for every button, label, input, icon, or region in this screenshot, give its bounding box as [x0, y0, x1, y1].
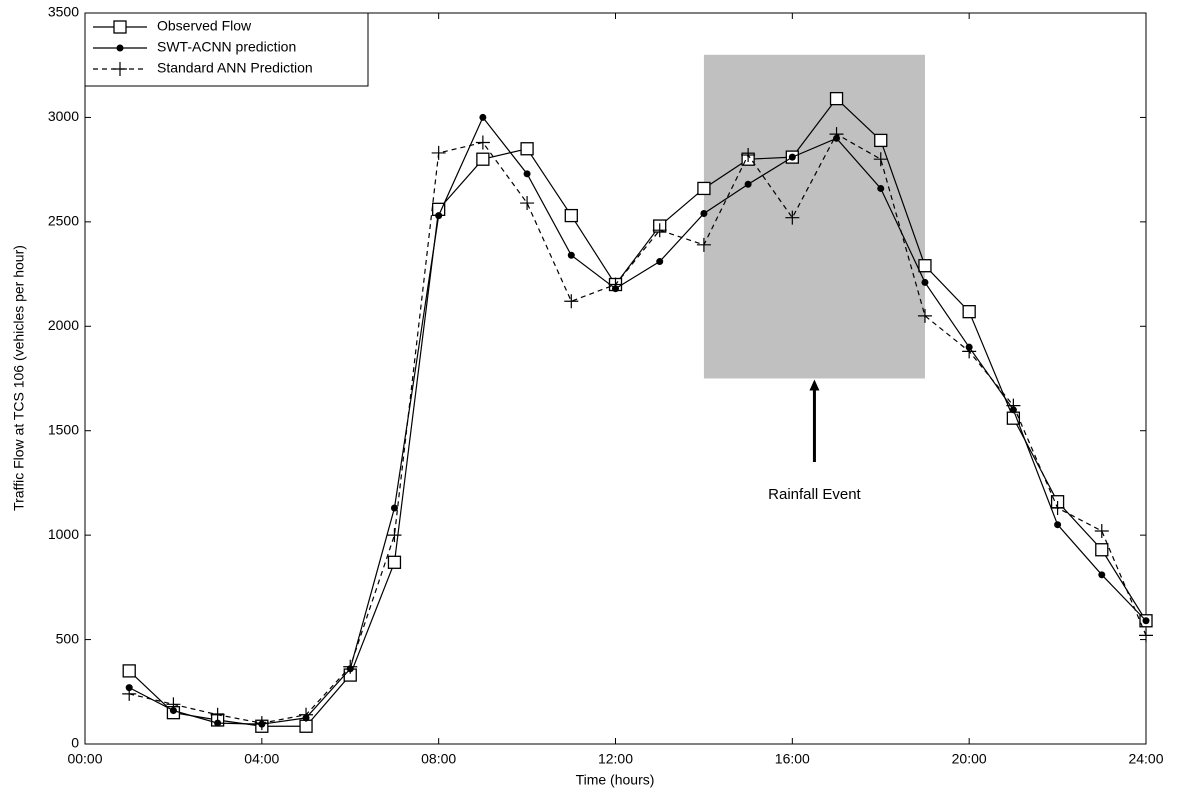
- marker-dot: [1054, 521, 1062, 529]
- marker-plus: [917, 308, 932, 323]
- series-line: [128, 97, 1147, 727]
- marker-square: [564, 208, 578, 223]
- marker-square: [299, 719, 313, 733]
- marker-plus: [1094, 523, 1109, 538]
- series-line: [129, 133, 1147, 724]
- marker-plus: [608, 277, 623, 292]
- marker-plus: [829, 127, 844, 142]
- legend-marker: [113, 62, 127, 76]
- y-tick-label: 2000: [48, 317, 79, 333]
- marker-plus: [1139, 628, 1153, 643]
- x-tick-label: 20:00: [952, 751, 987, 767]
- marker-plus: [299, 707, 314, 722]
- marker-square: [918, 259, 932, 273]
- marker-dot: [788, 153, 796, 161]
- marker-plus: [741, 148, 756, 163]
- marker-square: [122, 664, 136, 678]
- marker-plus: [1006, 398, 1021, 413]
- y-tick-label: 500: [56, 630, 80, 646]
- shaded-region: [703, 54, 925, 379]
- marker-dot: [700, 210, 708, 218]
- marker-square: [387, 555, 402, 569]
- marker-square: [1095, 543, 1109, 557]
- x-tick-label: 04:00: [244, 751, 279, 767]
- legend-marker: [116, 44, 124, 52]
- y-tick-label: 0: [71, 735, 79, 751]
- annotation-text: Rainfall Event: [768, 486, 861, 503]
- marker-square: [476, 152, 490, 166]
- marker-dot: [390, 504, 398, 512]
- y-tick-label: 1500: [48, 421, 79, 437]
- marker-plus: [343, 659, 358, 674]
- marker-square: [962, 305, 976, 319]
- x-tick-label: 08:00: [421, 751, 456, 767]
- marker-plus: [873, 152, 888, 167]
- marker-dot: [744, 180, 752, 188]
- legend-box: [84, 12, 369, 87]
- y-tick-label: 1000: [48, 526, 79, 542]
- y-tick-label: 2500: [48, 213, 79, 229]
- marker-plus: [785, 210, 800, 225]
- x-tick-label: 16:00: [775, 751, 810, 767]
- marker-square: [520, 142, 534, 156]
- legend-label: Standard ANN Prediction: [157, 60, 313, 76]
- legend-label: Observed Flow: [157, 18, 252, 34]
- marker-plus: [122, 686, 137, 701]
- marker-plus: [696, 237, 711, 252]
- marker-plus: [166, 697, 181, 712]
- x-tick-label: 00:00: [67, 751, 102, 767]
- x-tick-label: 12:00: [598, 751, 633, 767]
- marker-plus: [431, 145, 446, 160]
- marker-plus: [1050, 500, 1065, 515]
- marker-dot: [479, 113, 487, 121]
- marker-plus: [475, 135, 490, 150]
- marker-plus: [564, 294, 579, 309]
- annotation-arrowhead: [809, 379, 820, 391]
- marker-dot: [214, 719, 222, 727]
- x-axis-label: Time (hours): [576, 772, 655, 788]
- marker-square: [829, 91, 844, 106]
- marker-dot: [1142, 617, 1150, 625]
- marker-plus: [652, 223, 667, 238]
- series-line: [128, 116, 1147, 725]
- marker-plus: [962, 344, 977, 359]
- x-tick-label: 24:00: [1128, 751, 1163, 767]
- marker-plus: [387, 528, 402, 543]
- marker-square: [697, 181, 711, 196]
- marker-plus: [520, 196, 535, 211]
- marker-dot: [1098, 571, 1106, 579]
- marker-plus: [210, 707, 225, 722]
- legend-marker: [113, 20, 127, 34]
- marker-plus: [254, 716, 269, 731]
- marker-dot: [656, 258, 664, 266]
- marker-dot: [435, 212, 443, 220]
- y-tick-label: 3500: [48, 4, 79, 20]
- marker-dot: [877, 184, 885, 192]
- marker-dot: [523, 170, 531, 178]
- marker-square: [874, 133, 888, 148]
- plot-frame: [84, 12, 1147, 745]
- y-axis-label: Traffic Flow at TCS 106 (vehicles per ho…: [11, 245, 27, 511]
- marker-dot: [921, 278, 929, 286]
- y-tick-label: 3000: [48, 108, 79, 124]
- marker-dot: [567, 251, 575, 259]
- legend-label: SWT-ACNN prediction: [157, 39, 296, 55]
